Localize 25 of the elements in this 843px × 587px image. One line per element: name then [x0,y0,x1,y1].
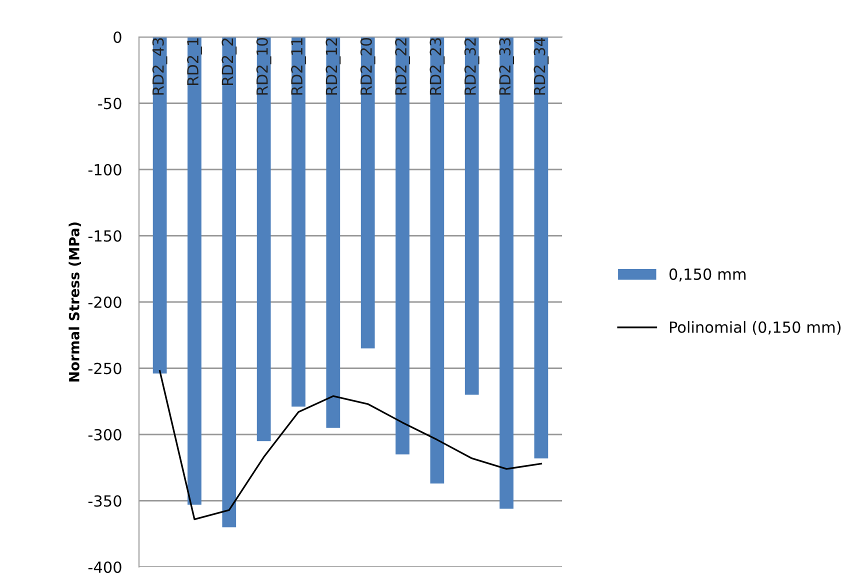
x-tick-label: RD2_1 [187,38,202,85]
y-tick-label: -400 [88,561,122,574]
line-series [158,370,542,520]
y-tick-label: -350 [88,495,122,507]
x-tick-label: RD2_11 [291,38,306,95]
x-tick-label: RD2_34 [534,38,549,95]
x-tick-label: RD2_32 [464,38,480,95]
y-tick-label: -150 [88,230,122,242]
x-tick-label: RD2_22 [395,38,410,95]
x-tick-label: RD2_33 [499,38,514,95]
y-tick-label: -50 [98,98,122,110]
y-tick-label: -250 [88,362,122,374]
x-tick-label: RD2_43 [152,38,168,95]
x-tick-label: RD2_20 [360,38,376,95]
y-axis-title: Normal Stress (MPa) [68,222,82,382]
legend-label: 0,150 mm [669,268,746,282]
x-tick-label: RD2_23 [430,38,445,95]
x-tick-label: RD2_2 [222,38,237,85]
x-tick-label: RD2_12 [326,38,341,95]
y-tick-label: -200 [88,296,122,308]
legend-label: Polinomial (0,150 mm) [670,321,841,335]
y-tick-label: 0 [114,31,122,44]
x-tick-label: RD2_10 [256,38,272,95]
y-tick-label: -100 [88,164,122,176]
y-tick-label: -300 [88,428,122,441]
